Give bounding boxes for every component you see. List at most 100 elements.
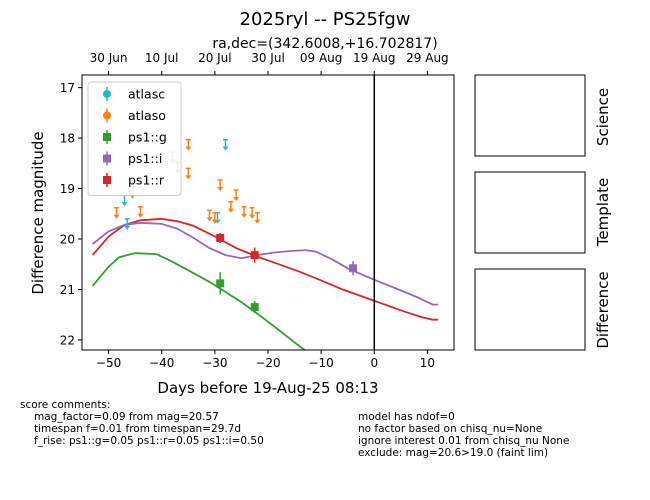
- score-comment-left-3: f_rise: ps1::g=0.05 ps1::r=0.05 ps1::i=0…: [34, 435, 264, 447]
- x-tick-label: 0: [370, 356, 378, 370]
- x-tick-label: −10: [308, 356, 333, 370]
- upper-limit-atlaso-8: [211, 212, 218, 224]
- score-comment-left-1: mag_factor=0.09 from mag=20.57: [34, 411, 219, 423]
- upper-limit-atlasc-3: [222, 138, 229, 151]
- detection-marker: [216, 233, 225, 242]
- score-comment-right-1: model has ndof=0: [358, 411, 455, 423]
- y-tick-label: 22: [60, 333, 75, 347]
- upper-limit-atlaso-5: [185, 138, 192, 151]
- difference-panel: [474, 268, 586, 351]
- x-axis-label: Days before 19-Aug-25 08:13: [157, 379, 378, 397]
- upper-limit-atlaso-11: [233, 189, 240, 202]
- x-tick-label: −40: [149, 356, 174, 370]
- upper-limit-atlaso-2: [137, 206, 144, 218]
- upper-limit-atlaso-13: [249, 207, 256, 219]
- score-comment-right-2: no factor based on chisq_nu=None: [358, 423, 543, 435]
- upper-limit-arrowhead: [233, 197, 240, 202]
- detection-ps1-r-1: [250, 247, 259, 263]
- legend-entry-ps1-r: ps1::r: [103, 173, 165, 188]
- model-curve-ps1-r: [91, 217, 439, 321]
- detection-marker: [349, 264, 358, 273]
- plot-area: −50 −40 −30 −20 −10 0 10 30 Jun 10 Jul 20 Jul 30 J…: [60, 51, 455, 370]
- y-tick-label: 21: [60, 283, 75, 297]
- upper-limit-atlasc-1: [124, 218, 131, 230]
- detection-ps1-i-0: [349, 261, 358, 276]
- legend-entry-ps1-g: ps1::g: [103, 130, 167, 145]
- x-tick-label: −20: [255, 356, 280, 370]
- upper-limit-atlaso-9: [217, 179, 224, 192]
- x-tick-label: −50: [96, 356, 121, 370]
- detection-marker: [250, 251, 259, 260]
- y-tick-label: 18: [60, 132, 75, 146]
- y-tick-label: 20: [60, 232, 75, 246]
- legend-marker: [103, 111, 111, 120]
- y-axis-label: Difference magnitude: [29, 131, 47, 294]
- upper-limit-arrowhead: [124, 225, 131, 230]
- science-label: Science: [594, 88, 612, 146]
- template-panel: [474, 171, 586, 254]
- top-tick-label: 10 Jul: [145, 51, 179, 65]
- upper-limit-atlaso-7: [206, 209, 213, 222]
- legend-label: atlasc: [128, 87, 165, 102]
- top-tick-label: 19 Aug: [353, 51, 396, 65]
- upper-limit-arrowhead: [185, 146, 192, 151]
- upper-limit-arrowhead: [217, 187, 224, 192]
- template-label: Template: [594, 178, 612, 247]
- detection-ps1-g-1: [250, 301, 259, 314]
- upper-limit-arrowhead: [222, 146, 229, 151]
- upper-limit-arrowhead: [137, 213, 144, 218]
- upper-limit-atlaso-10: [227, 200, 234, 213]
- y-tick-label: 19: [60, 182, 75, 196]
- score-comments-header: score comments:: [20, 399, 111, 411]
- legend-marker: [103, 90, 111, 98]
- model-curve-ps1-i: [92, 221, 439, 306]
- upper-limit-atlaso-14: [254, 212, 261, 224]
- upper-limit-arrowhead: [241, 213, 248, 218]
- upper-limit-atlaso-0: [113, 207, 120, 219]
- upper-limit-arrowhead: [206, 217, 213, 222]
- chart-title: 2025ryl -- PS25fgw: [240, 9, 411, 30]
- model-curve-ps1-g: [91, 252, 307, 350]
- detection-marker: [250, 303, 259, 312]
- top-tick-label: 09 Aug: [300, 51, 343, 65]
- detection-marker: [216, 279, 225, 288]
- upper-limit-atlasc-0: [121, 194, 128, 207]
- upper-limit-arrowhead: [249, 214, 256, 219]
- legend-label: ps1::i: [128, 151, 162, 166]
- detection-ps1-r-0: [216, 232, 225, 244]
- top-tick-label: 29 Aug: [406, 51, 449, 65]
- legend-box: [87, 81, 182, 196]
- top-tick-label: 30 Jul: [251, 51, 285, 65]
- legend-entry-atlasc: atlasc: [103, 87, 165, 102]
- chart-subtitle: ra,dec=(342.6008,+16.702817): [212, 36, 437, 52]
- x-tick-label: −30: [202, 356, 227, 370]
- legend-label: atlaso: [128, 108, 166, 123]
- x-tick-label: 10: [420, 356, 435, 370]
- upper-limit-atlaso-6: [185, 167, 192, 180]
- legend-label: ps1::g: [128, 130, 167, 145]
- legend-marker: [103, 133, 111, 141]
- score-comment-left-2: timespan f=0.01 from timespan=29.7d: [34, 423, 242, 435]
- legend-entry-atlaso: atlaso: [103, 108, 166, 123]
- legend-marker: [103, 176, 111, 184]
- upper-limit-arrowhead: [185, 175, 192, 180]
- upper-limit-arrowhead: [113, 214, 120, 219]
- y-tick-label: 17: [60, 81, 75, 95]
- difference-label: Difference: [594, 271, 612, 348]
- upper-limit-arrowhead: [121, 202, 128, 207]
- legend-label: ps1::r: [128, 173, 165, 188]
- top-tick-label: 30 Jun: [90, 51, 128, 65]
- legend-entry-ps1-i: ps1::i: [103, 151, 162, 166]
- upper-limit-arrowhead: [227, 208, 234, 213]
- score-comment-right-4: exclude: mag=20.6>19.0 (faint lim): [358, 447, 549, 459]
- upper-limit-arrowhead: [211, 219, 218, 224]
- upper-limit-atlaso-12: [241, 206, 248, 218]
- legend-marker: [103, 154, 111, 163]
- detection-ps1-g-0: [216, 272, 225, 295]
- score-comment-right-3: ignore interest 0.01 from chisq_nu None: [358, 435, 570, 447]
- science-panel: [474, 74, 586, 157]
- top-tick-label: 20 Jul: [198, 51, 232, 65]
- upper-limit-arrowhead: [254, 219, 261, 224]
